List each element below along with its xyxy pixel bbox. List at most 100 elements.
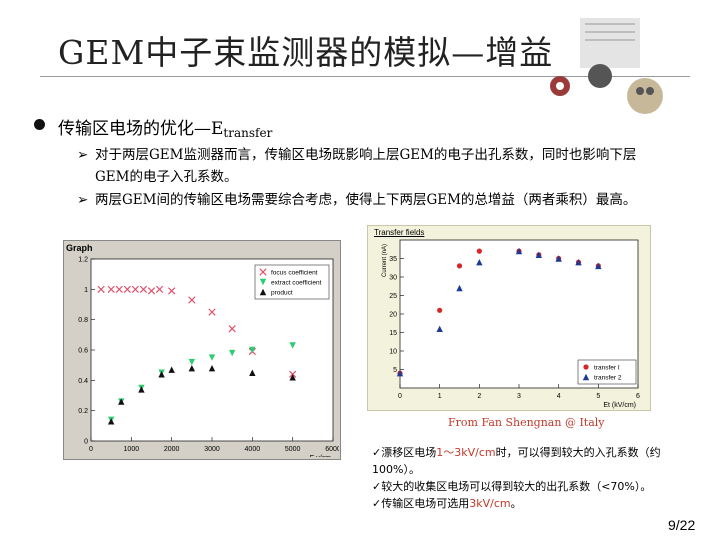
y-tick-label: 15 bbox=[389, 330, 397, 337]
note-1-tail: 时，可以得到较大的入孔系数（约100%）。 bbox=[372, 446, 661, 476]
bullet-dot bbox=[34, 119, 45, 130]
data-point bbox=[456, 263, 463, 269]
x-tick-label: 0 bbox=[398, 393, 402, 400]
y-tick-label: 1 bbox=[84, 287, 88, 294]
y-tick-label: 0.8 bbox=[78, 317, 88, 324]
x-tick-label: 6000 bbox=[325, 446, 339, 453]
y-tick-label: 1.2 bbox=[78, 257, 88, 264]
x-tick-label: 2 bbox=[477, 393, 481, 400]
data-point bbox=[208, 308, 216, 316]
legend-label: transfer I bbox=[594, 365, 620, 372]
sub-item-2-text: 两层GEM间的传输区电场需要综合考虑，使得上下两层GEM的总增益（两者乘积）最高… bbox=[95, 192, 637, 208]
data-point bbox=[158, 371, 165, 378]
note-2-text: 较大的收集区电场可以得到较大的出孔系数（<70%）。 bbox=[381, 480, 652, 493]
data-point bbox=[123, 285, 131, 293]
data-point bbox=[289, 342, 296, 349]
legend-label: extract coefficient bbox=[271, 280, 322, 287]
x-axis-label: Et (kV/cm) bbox=[603, 402, 636, 409]
data-point bbox=[515, 247, 523, 255]
sub-item-1: ➢ 对于两层GEM监测器而言，传输区电场既影响上层GEM的电子出孔系数，同时也影… bbox=[77, 144, 655, 188]
data-point bbox=[595, 262, 602, 270]
source-caption: From Fan Shengnan @ Italy bbox=[448, 416, 605, 429]
y-tick-label: 30 bbox=[389, 275, 397, 282]
data-point bbox=[107, 418, 115, 425]
x-tick-label: 5000 bbox=[285, 446, 301, 453]
note-1-text: 漂移区电场 bbox=[381, 446, 437, 459]
arrow-bullet-icon: ➢ bbox=[77, 147, 89, 163]
data-point bbox=[139, 285, 148, 293]
slide-title: GEM中子束监测器的模拟—增益 bbox=[58, 33, 554, 72]
note-3-highlight: 3kV/cm bbox=[469, 497, 511, 510]
x-tick-label: 5 bbox=[596, 393, 600, 400]
legend-label: product bbox=[271, 290, 293, 297]
x-tick-label: 6 bbox=[636, 393, 640, 400]
note-3-tail: 。 bbox=[510, 497, 522, 510]
notes-list: ✓漂移区电场1～3kV/cm时，可以得到较大的入孔系数（约100%）。 ✓较大的… bbox=[372, 444, 672, 512]
arrow-bullet-icon: ➢ bbox=[77, 192, 89, 208]
data-point bbox=[118, 398, 125, 405]
main-bullet: 传输区电场的优化—Etransfer bbox=[34, 114, 273, 140]
y-tick-label: 0 bbox=[84, 439, 88, 446]
data-point bbox=[115, 285, 123, 293]
y-tick-label: 25 bbox=[389, 293, 397, 300]
x-tick-label: 2000 bbox=[164, 446, 180, 453]
data-point bbox=[131, 285, 139, 293]
note-1-highlight: 1～3kV/cm bbox=[436, 446, 496, 459]
sub-item-2: ➢ 两层GEM间的传输区电场需要综合考虑，使得上下两层GEM的总增益（两者乘积）… bbox=[77, 189, 655, 211]
y-axis-label: Current (nA) bbox=[382, 244, 388, 277]
note-item-2: ✓较大的收集区电场可以得到较大的出孔系数（<70%）。 bbox=[372, 480, 652, 493]
x-tick-label: 3 bbox=[517, 393, 521, 400]
y-tick-label: 35 bbox=[389, 256, 397, 263]
transfer-fields-panel: Transfer fields 0 1 2 3 4 5 6 5 10 15 20 25 30 35 Et (… bbox=[367, 225, 651, 411]
data-point bbox=[396, 370, 404, 377]
legend-label: focus coefficient bbox=[271, 270, 318, 277]
note-item-3: ✓传输区电场可选用3kV/cm。 bbox=[372, 497, 522, 510]
data-point bbox=[147, 287, 156, 295]
legend-marker bbox=[583, 364, 589, 370]
data-point bbox=[188, 365, 196, 372]
data-point bbox=[575, 259, 582, 266]
graph-title: Graph bbox=[66, 243, 93, 253]
data-point bbox=[289, 374, 296, 381]
data-point bbox=[107, 285, 115, 293]
data-point bbox=[436, 325, 443, 332]
legend-box bbox=[254, 264, 330, 300]
y-tick-label: 10 bbox=[389, 349, 397, 356]
main-bullet-subscript: transfer bbox=[223, 126, 273, 140]
x-tick-label: 1 bbox=[438, 393, 442, 400]
note-item-1: ✓漂移区电场1～3kV/cm时，可以得到较大的入孔系数（约100%）。 bbox=[372, 446, 661, 476]
sub-item-1-text: 对于两层GEM监测器而言，传输区电场既影响上层GEM的电子出孔系数，同时也影响下… bbox=[95, 147, 637, 185]
data-point bbox=[476, 248, 482, 254]
y-tick-label: 5 bbox=[393, 367, 397, 374]
data-point bbox=[168, 366, 175, 373]
title-divider bbox=[40, 76, 690, 77]
data-point bbox=[555, 255, 562, 262]
x-tick-label: 4 bbox=[557, 393, 561, 400]
y-tick-label: 0.6 bbox=[78, 348, 88, 355]
x-tick-label: 3000 bbox=[204, 446, 220, 453]
data-point bbox=[138, 386, 145, 393]
x-tick-label: 1000 bbox=[124, 446, 140, 453]
y-tick-label: 20 bbox=[389, 312, 397, 319]
x-tick-label: 4000 bbox=[245, 446, 261, 453]
note-3-text: 传输区电场可选用 bbox=[381, 497, 470, 510]
legend-label: transfer 2 bbox=[594, 375, 622, 382]
data-point bbox=[168, 287, 176, 295]
data-point bbox=[249, 346, 256, 354]
data-point bbox=[249, 369, 256, 376]
data-point bbox=[208, 354, 216, 361]
data-point bbox=[228, 325, 236, 333]
x-tick-label: 0 bbox=[89, 446, 93, 453]
legend-marker bbox=[259, 288, 267, 296]
transfer-fields-chart: 0 1 2 3 4 5 6 5 10 15 20 25 30 35 Et (kV/cm) Current (n… bbox=[382, 239, 640, 409]
legend-marker bbox=[582, 373, 590, 381]
data-point bbox=[208, 365, 216, 372]
y-tick-label: 0.4 bbox=[78, 378, 88, 385]
x-axis-label: E v/cm bbox=[310, 455, 332, 457]
data-point bbox=[456, 284, 463, 292]
decorative-image bbox=[550, 18, 663, 114]
data-point bbox=[437, 307, 443, 313]
data-point bbox=[97, 285, 105, 293]
data-point bbox=[188, 296, 196, 304]
graph-panel: Graph 0 1000 2000 3000 4000 5000 6000 0 0.2 0.4 0.… bbox=[63, 240, 341, 460]
